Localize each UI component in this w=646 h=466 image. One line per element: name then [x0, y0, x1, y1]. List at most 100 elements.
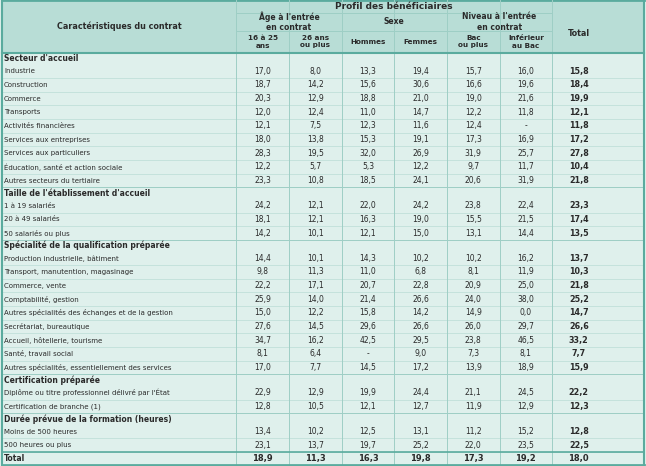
Text: 26,6: 26,6	[569, 322, 589, 331]
Text: 11,6: 11,6	[412, 122, 429, 130]
Bar	[2, 187, 644, 199]
Text: 32,0: 32,0	[360, 149, 377, 158]
Text: 18,0: 18,0	[568, 454, 589, 463]
Text: 6,4: 6,4	[309, 350, 321, 358]
Bar	[2, 347, 644, 361]
Text: Accueil, hôtellerie, tourisme: Accueil, hôtellerie, tourisme	[4, 337, 102, 344]
Text: 12,1: 12,1	[255, 122, 271, 130]
Text: 20,6: 20,6	[464, 176, 482, 185]
Text: 25,7: 25,7	[517, 149, 534, 158]
Text: Total: Total	[568, 28, 590, 37]
Text: 31,9: 31,9	[517, 176, 534, 185]
Text: 12,8: 12,8	[569, 427, 589, 436]
Text: 19,0: 19,0	[464, 94, 482, 103]
Text: 7,3: 7,3	[467, 350, 479, 358]
Text: 12,2: 12,2	[255, 163, 271, 171]
Text: 24,1: 24,1	[412, 176, 429, 185]
Text: 14,5: 14,5	[360, 363, 377, 372]
Bar	[2, 279, 644, 292]
Text: 27,8: 27,8	[569, 149, 589, 158]
Bar	[2, 53, 644, 64]
Text: 24,2: 24,2	[255, 201, 271, 210]
Text: 24,4: 24,4	[412, 388, 429, 397]
Text: 12,9: 12,9	[307, 388, 324, 397]
Text: 21,6: 21,6	[517, 94, 534, 103]
Text: 7,5: 7,5	[309, 122, 321, 130]
Text: 11,8: 11,8	[569, 122, 589, 130]
Text: 9,8: 9,8	[256, 267, 269, 276]
Text: 18,4: 18,4	[569, 81, 589, 89]
Text: 14,0: 14,0	[307, 295, 324, 304]
Text: 14,7: 14,7	[412, 108, 429, 117]
Text: 11,3: 11,3	[307, 267, 324, 276]
Text: 7,7: 7,7	[572, 350, 586, 358]
Text: 38,0: 38,0	[517, 295, 534, 304]
Text: 16,2: 16,2	[517, 254, 534, 263]
Text: 19,4: 19,4	[412, 67, 429, 76]
Text: 11,2: 11,2	[465, 427, 481, 436]
Text: 22,9: 22,9	[255, 388, 271, 397]
Text: -: -	[366, 350, 370, 358]
Text: 17,4: 17,4	[569, 215, 589, 224]
Bar	[2, 399, 644, 413]
Bar	[2, 306, 644, 320]
Text: 12,5: 12,5	[360, 427, 377, 436]
Text: 23,8: 23,8	[465, 336, 482, 345]
Text: 50 salariés ou plus: 50 salariés ou plus	[4, 230, 70, 237]
Text: 13,7: 13,7	[307, 441, 324, 450]
Text: Caractéristiques du contrat: Caractéristiques du contrat	[57, 22, 182, 31]
Text: 28,3: 28,3	[255, 149, 271, 158]
Text: 10,1: 10,1	[307, 229, 324, 238]
Text: 22,0: 22,0	[360, 201, 377, 210]
Text: 18,9: 18,9	[517, 363, 534, 372]
Bar	[2, 413, 644, 425]
Text: 25,2: 25,2	[569, 295, 589, 304]
Text: 22,0: 22,0	[465, 441, 482, 450]
Text: 14,5: 14,5	[307, 322, 324, 331]
Text: 1 à 19 salariés: 1 à 19 salariés	[4, 203, 56, 209]
Text: Profil des bénéficiaires: Profil des bénéficiaires	[335, 2, 453, 11]
Text: 15,6: 15,6	[360, 81, 377, 89]
Text: 22,2: 22,2	[255, 281, 271, 290]
Text: 10,8: 10,8	[307, 176, 324, 185]
Text: 14,2: 14,2	[307, 81, 324, 89]
Text: 15,3: 15,3	[360, 135, 377, 144]
Text: Sexe: Sexe	[384, 18, 404, 27]
Bar	[2, 361, 644, 374]
Text: 14,3: 14,3	[360, 254, 377, 263]
Text: 25,9: 25,9	[255, 295, 271, 304]
Text: 18,7: 18,7	[255, 81, 271, 89]
Text: 18,5: 18,5	[360, 176, 377, 185]
Text: 42,5: 42,5	[360, 336, 377, 345]
Bar	[2, 92, 644, 105]
Bar	[2, 212, 644, 226]
Text: 19,1: 19,1	[412, 135, 429, 144]
Text: 19,8: 19,8	[410, 454, 431, 463]
Text: 21,0: 21,0	[412, 94, 429, 103]
Text: Secrétariat, bureautique: Secrétariat, bureautique	[4, 323, 89, 330]
Text: 14,4: 14,4	[255, 254, 271, 263]
Text: 20,3: 20,3	[255, 94, 271, 103]
Text: 25,2: 25,2	[412, 441, 429, 450]
Bar	[2, 333, 644, 347]
Text: 12,1: 12,1	[569, 108, 589, 117]
Text: 12,3: 12,3	[569, 402, 589, 411]
Text: Femmes: Femmes	[404, 39, 437, 45]
Text: 14,2: 14,2	[255, 229, 271, 238]
Text: 7,7: 7,7	[309, 363, 321, 372]
Text: Âge à l'entrée
en contrat: Âge à l'entrée en contrat	[258, 12, 319, 33]
Text: 17,0: 17,0	[255, 67, 271, 76]
Text: Autres spécialités des échanges et de la gestion: Autres spécialités des échanges et de la…	[4, 309, 173, 316]
Text: 12,2: 12,2	[307, 308, 324, 317]
Text: 34,7: 34,7	[254, 336, 271, 345]
Text: 20,9: 20,9	[464, 281, 482, 290]
Text: 5,7: 5,7	[309, 163, 321, 171]
Text: 8,1: 8,1	[520, 350, 532, 358]
Text: Services aux entreprises: Services aux entreprises	[4, 137, 90, 143]
Text: 23,8: 23,8	[465, 201, 482, 210]
Text: 13,5: 13,5	[569, 229, 589, 238]
Text: 13,9: 13,9	[464, 363, 482, 372]
Text: 13,8: 13,8	[307, 135, 324, 144]
Bar	[2, 119, 644, 133]
Text: 13,3: 13,3	[360, 67, 377, 76]
